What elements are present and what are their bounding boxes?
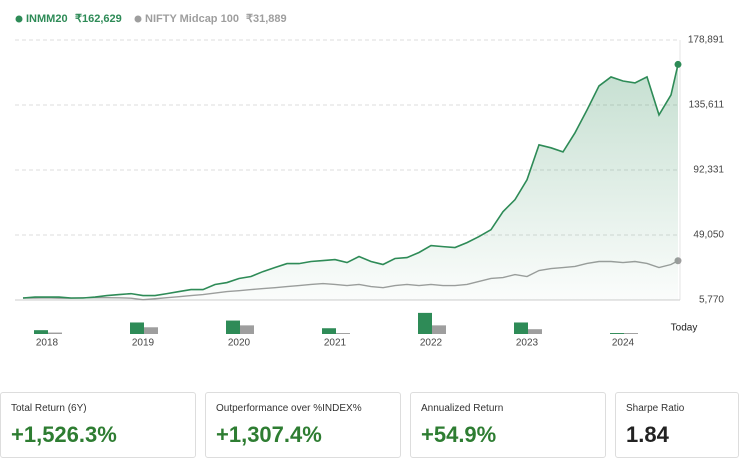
bar xyxy=(624,333,638,334)
y-tick-label: 49,050 xyxy=(693,230,724,241)
bar xyxy=(418,312,432,334)
end-marker xyxy=(674,60,682,68)
stat-value: +1,307.4% xyxy=(216,422,322,447)
stat-card: Annualized Return +54.9% xyxy=(410,392,606,458)
bar xyxy=(240,325,254,334)
y-tick-label: 178,891 xyxy=(688,35,725,46)
stat-label: Annualized Return xyxy=(421,403,504,414)
x-tick-label: 2024 xyxy=(612,338,635,349)
stat-label: Total Return (6Y) xyxy=(11,403,87,414)
bar xyxy=(144,327,158,334)
stat-card: Outperformance over %INDEX% +1,307.4% xyxy=(205,392,401,458)
y-tick-label: 5,770 xyxy=(699,295,724,306)
x-tick-label: 2019 xyxy=(132,338,155,349)
x-tick-label: 2023 xyxy=(516,338,539,349)
stat-label: Sharpe Ratio xyxy=(626,403,685,414)
bar xyxy=(336,333,350,334)
stat-value: +1,526.3% xyxy=(11,422,117,447)
legend-value: ₹31,889 xyxy=(246,13,287,25)
line xyxy=(22,64,679,299)
chart: INMM20 ₹162,629 NIFTY Midcap 100 ₹31,889… xyxy=(15,13,725,349)
x-tick-label: 2022 xyxy=(420,338,443,349)
x-tick-label: 2020 xyxy=(228,338,251,349)
bar xyxy=(610,333,624,334)
bar xyxy=(226,320,240,334)
stat-label: Outperformance over %INDEX% xyxy=(216,403,362,414)
legend-name: INMM20 xyxy=(26,13,68,25)
x-tick-label: 2021 xyxy=(324,338,347,349)
bar xyxy=(514,322,528,334)
bar xyxy=(34,330,48,334)
legend-name: NIFTY Midcap 100 xyxy=(145,13,239,25)
stat-card: Sharpe Ratio 1.84 xyxy=(615,392,739,458)
legend-dot xyxy=(134,15,142,23)
y-tick-label: 92,331 xyxy=(693,165,724,176)
area xyxy=(23,64,678,301)
legend-value: ₹162,629 xyxy=(75,13,122,25)
x-tick-label: 2018 xyxy=(36,338,59,349)
legend-dot xyxy=(15,15,23,23)
bar xyxy=(130,322,144,334)
bar xyxy=(432,325,446,334)
y-tick-label: 135,611 xyxy=(689,100,725,111)
stat-value: +54.9% xyxy=(421,422,497,447)
x-tick-label: Today xyxy=(671,323,698,334)
bar xyxy=(322,328,336,334)
bar xyxy=(48,332,62,334)
stat-value: 1.84 xyxy=(626,422,669,447)
stat-card: Total Return (6Y) +1,526.3% xyxy=(0,392,196,458)
bar xyxy=(528,329,542,334)
